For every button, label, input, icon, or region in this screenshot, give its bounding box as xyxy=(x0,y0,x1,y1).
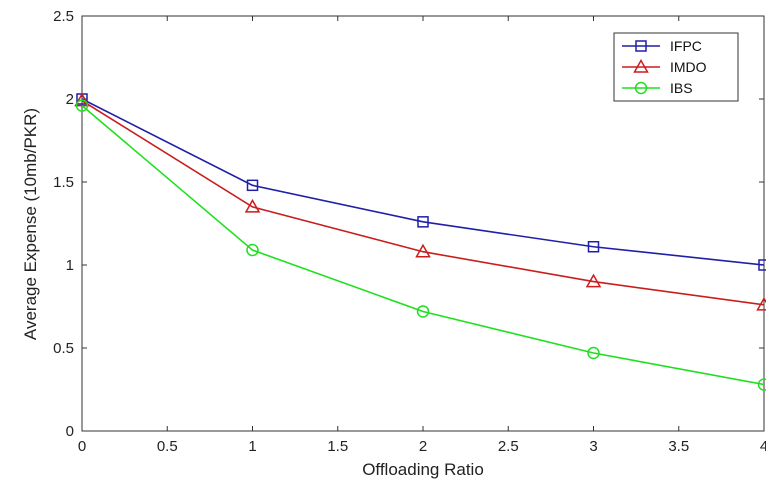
data-point-ibs xyxy=(75,99,89,112)
data-point-ifpc xyxy=(758,259,766,271)
y-tick-label: 1 xyxy=(66,257,74,274)
series-line-ibs xyxy=(81,105,765,386)
x-tick-label: 3 xyxy=(589,438,597,455)
x-tick-label: 4 xyxy=(760,438,766,455)
legend-label-ibs: IBS xyxy=(670,80,693,96)
x-tick-label: 2.5 xyxy=(498,438,519,455)
data-point-ifpc xyxy=(587,240,600,253)
series-line-ifpc xyxy=(81,98,765,266)
legend: IFPC IMDO IBS xyxy=(613,32,739,102)
x-tick-label: 0.5 xyxy=(157,438,178,455)
data-point-imdo xyxy=(244,198,261,213)
legend-label-imdo: IMDO xyxy=(670,59,707,75)
data-point-ifpc xyxy=(246,179,259,192)
legend-marker-ibs xyxy=(634,81,648,95)
y-tick-label: 1.5 xyxy=(53,174,74,191)
legend-item-ifpc: IFPC xyxy=(622,38,702,54)
series-ibs xyxy=(75,99,766,391)
series-imdo xyxy=(74,92,766,311)
y-tick-label: 2.5 xyxy=(53,8,74,25)
legend-item-imdo: IMDO xyxy=(622,58,707,75)
legend-item-ibs: IBS xyxy=(622,80,693,96)
x-tick-label: 1 xyxy=(248,438,256,455)
legend-marker-imdo xyxy=(633,58,649,73)
data-point-imdo xyxy=(585,273,602,288)
data-point-ibs xyxy=(246,243,259,257)
y-tick-label: 0.5 xyxy=(53,340,74,357)
series-line-imdo xyxy=(81,99,765,306)
x-tick-label: 0 xyxy=(78,438,86,455)
series-layer xyxy=(74,92,766,391)
y-tick-label: 2 xyxy=(66,91,74,108)
data-point-imdo xyxy=(756,296,766,311)
legend-marker-ifpc xyxy=(635,40,647,52)
y-axis: 0 0.5 1 1.5 2 2.5 xyxy=(53,8,764,440)
x-axis: 0 0.5 1 1.5 2 2.5 3 3.5 4 xyxy=(78,16,766,455)
data-point-ibs xyxy=(757,378,766,391)
series-ifpc xyxy=(76,93,766,271)
data-point-ibs xyxy=(587,346,600,360)
x-tick-label: 3.5 xyxy=(668,438,689,455)
x-axis-label: Offloading Ratio xyxy=(362,460,484,479)
y-axis-label: Average Expense (10mb/PKR) xyxy=(21,108,40,340)
data-point-ifpc xyxy=(417,216,429,228)
x-tick-label: 1.5 xyxy=(327,438,348,455)
legend-label-ifpc: IFPC xyxy=(670,38,702,54)
data-point-ibs xyxy=(416,305,430,318)
y-tick-label: 0 xyxy=(66,423,74,440)
data-point-imdo xyxy=(415,243,431,258)
x-tick-label: 2 xyxy=(419,438,427,455)
